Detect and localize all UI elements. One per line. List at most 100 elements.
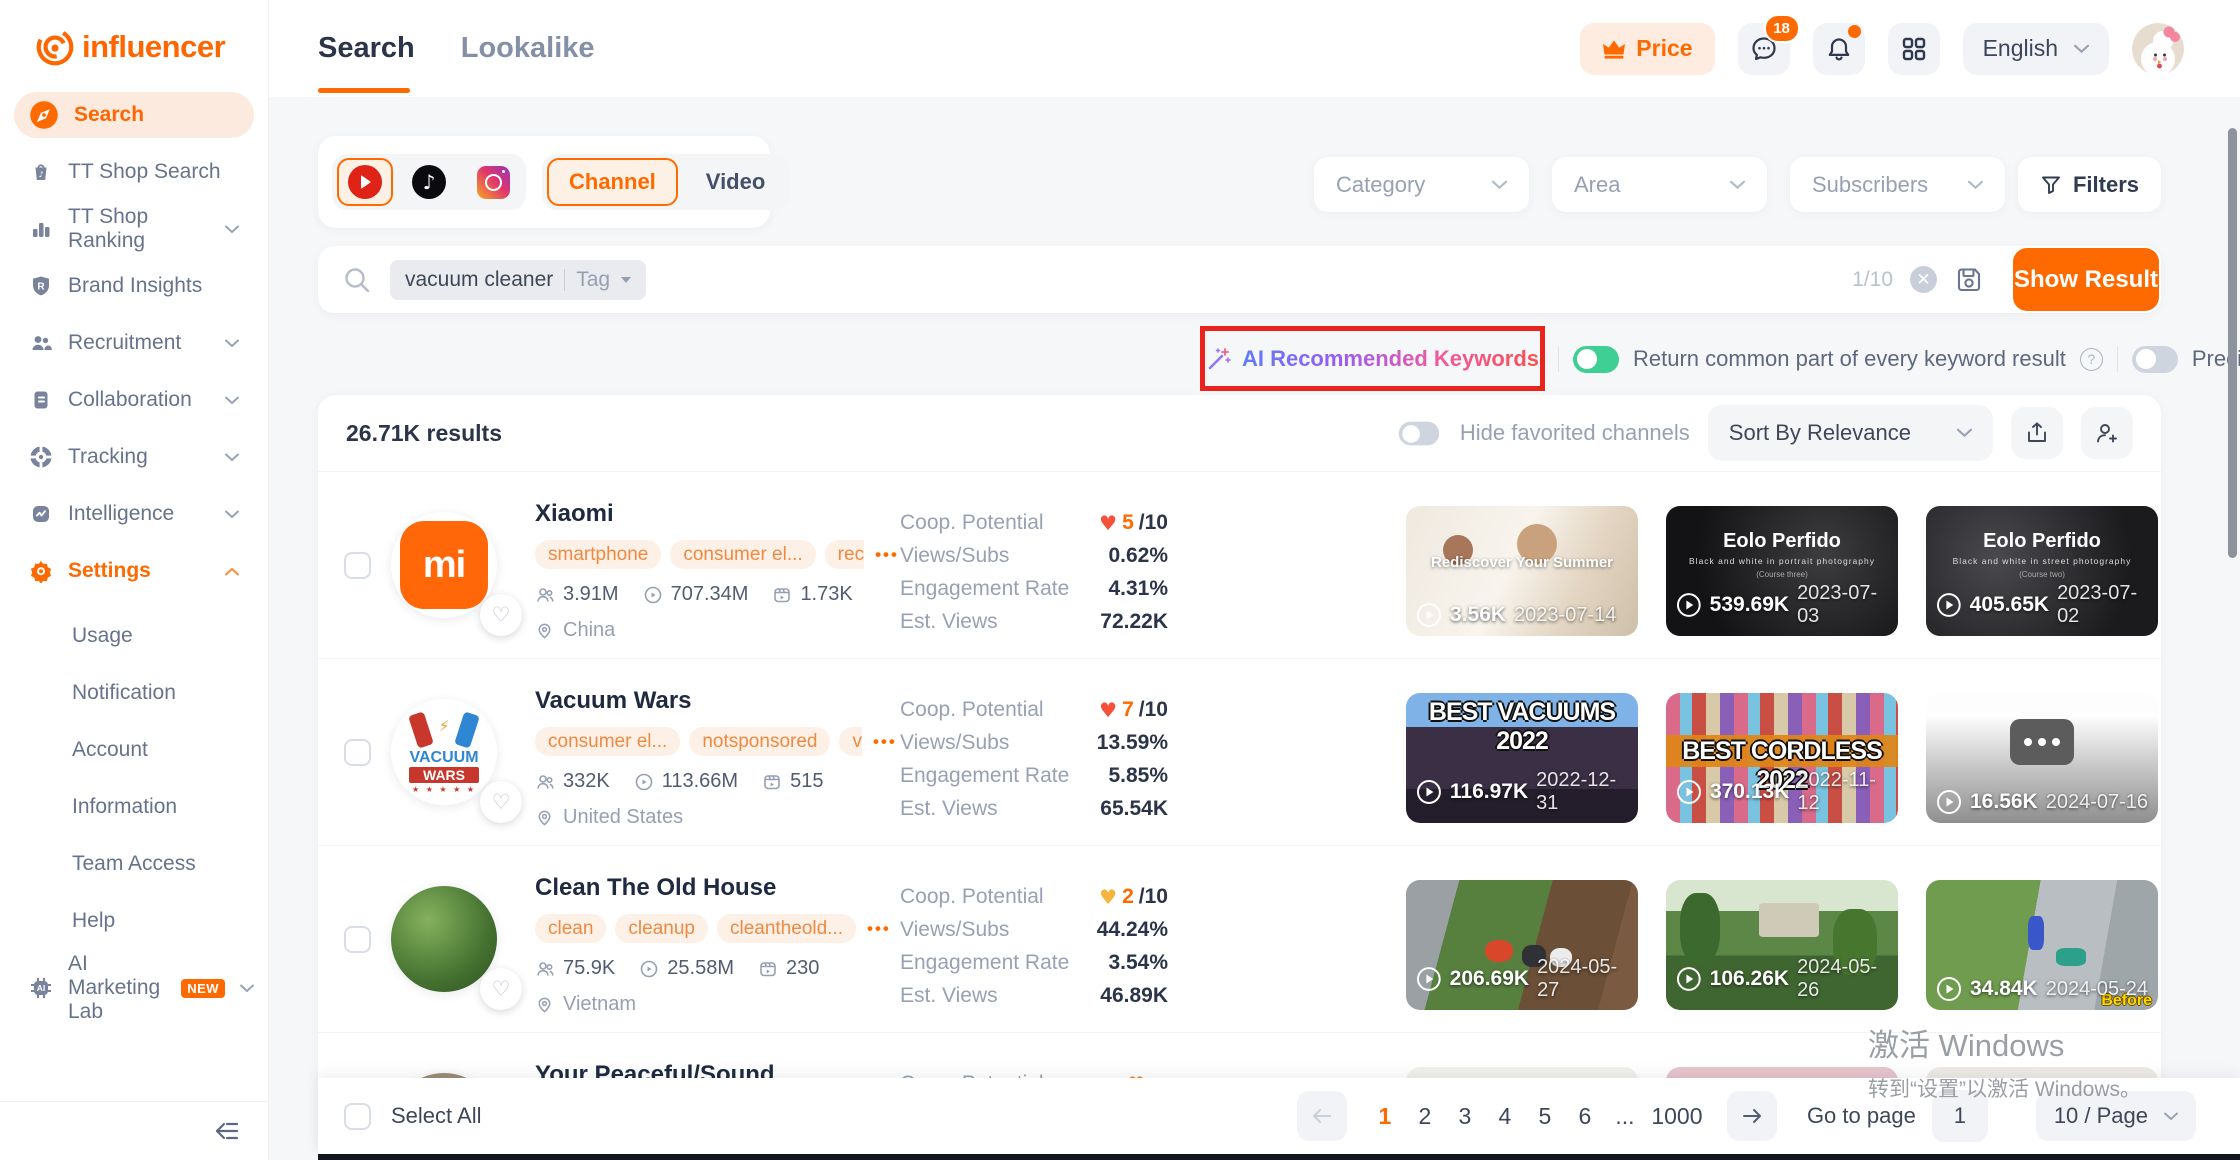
- channel-tag[interactable]: v: [839, 727, 862, 756]
- export-button[interactable]: [2011, 407, 2063, 459]
- channel-tag[interactable]: notsponsored: [689, 727, 831, 756]
- video-thumbnail[interactable]: 106.26K 2024-05-26: [1666, 880, 1898, 1010]
- channel-tag[interactable]: consumer el...: [535, 727, 681, 756]
- category-dropdown[interactable]: Category: [1314, 157, 1529, 212]
- user-avatar[interactable]: [2132, 22, 2184, 75]
- row-checkbox[interactable]: [344, 739, 371, 766]
- chevron-down-icon: [621, 276, 632, 283]
- clear-search-icon[interactable]: ✕: [1910, 266, 1937, 293]
- prev-page-button[interactable]: [1296, 1091, 1347, 1141]
- page-number[interactable]: 4: [1498, 1102, 1512, 1129]
- sidebar-item-tt-shop-ranking[interactable]: TT Shop Ranking: [14, 205, 254, 252]
- more-tags-button[interactable]: •••: [872, 731, 897, 751]
- goto-page-input[interactable]: [1931, 1090, 1988, 1142]
- page-number[interactable]: 3: [1458, 1102, 1472, 1129]
- video-date: 2022-11-12: [1797, 769, 1876, 814]
- submenu-item-team-access[interactable]: Team Access: [72, 851, 196, 875]
- subscribers-dropdown[interactable]: Subscribers: [1790, 157, 2005, 212]
- show-result-button[interactable]: Show Result: [2013, 248, 2159, 311]
- channel-tag[interactable]: smartphone: [535, 540, 662, 569]
- sidebar-item-tracking[interactable]: Tracking: [14, 434, 254, 480]
- sidebar-item-intelligence[interactable]: Intelligence: [14, 491, 254, 537]
- tab-lookalike[interactable]: Lookalike: [460, 32, 595, 64]
- platform-tiktok[interactable]: ♪: [401, 158, 457, 206]
- channel-avatar[interactable]: ⚡ VACUUM WARS ★ ★ ★ ★ ★: [391, 699, 497, 805]
- more-tags-button[interactable]: •••: [875, 544, 899, 564]
- favorite-heart-button[interactable]: ♡: [480, 968, 522, 1010]
- next-page-button[interactable]: [1726, 1091, 1777, 1141]
- platform-youtube[interactable]: [337, 158, 393, 206]
- platform-instagram[interactable]: [465, 158, 521, 206]
- channel-tag[interactable]: consumer el...: [670, 540, 816, 569]
- return-common-toggle[interactable]: [1573, 345, 1619, 373]
- video-thumbnail-unavailable[interactable]: 16.56K 2024-07-16: [1926, 693, 2158, 823]
- filters-button[interactable]: Filters: [2018, 157, 2161, 212]
- channel-name[interactable]: Xiaomi: [535, 500, 614, 527]
- page-number[interactable]: 5: [1538, 1102, 1552, 1129]
- submenu-item-information[interactable]: Information: [72, 794, 178, 818]
- page-number[interactable]: 6: [1578, 1102, 1592, 1129]
- video-thumbnail[interactable]: 206.69K 2024-05-27: [1406, 880, 1638, 1010]
- add-to-collab-button[interactable]: [2081, 407, 2133, 459]
- collapse-sidebar-icon[interactable]: [214, 1120, 240, 1142]
- page-number[interactable]: 2: [1418, 1102, 1432, 1129]
- sidebar-item-tt-shop-search[interactable]: ♪ TT Shop Search: [14, 149, 254, 195]
- row-checkbox[interactable]: [344, 926, 371, 953]
- ai-recommended-keywords-button[interactable]: AI Recommended Keywords: [1241, 345, 1540, 371]
- channel-avatar[interactable]: mi: [391, 512, 497, 618]
- hide-favorited-toggle[interactable]: [1398, 421, 1440, 445]
- sidebar-item-brand-insights[interactable]: R Brand Insights: [14, 263, 254, 309]
- thumbnail-tag: Before: [2101, 992, 2152, 1009]
- submenu-item-usage[interactable]: Usage: [72, 623, 133, 647]
- channel-avatar[interactable]: [391, 886, 497, 992]
- video-thumbnail[interactable]: BEST VACUUMS 2022 116.97K 2022-12-31: [1406, 693, 1638, 823]
- favorite-heart-button[interactable]: ♡: [480, 594, 522, 636]
- video-thumbnail[interactable]: Rediscover Your Summer 3.56K 2023-07-14: [1406, 506, 1638, 636]
- submenu-item-account[interactable]: Account: [72, 737, 148, 761]
- notifications-button[interactable]: [1812, 22, 1865, 75]
- language-selector[interactable]: English: [1962, 22, 2109, 75]
- select-all-checkbox[interactable]: [344, 1102, 371, 1130]
- messages-button[interactable]: 18: [1737, 13, 1800, 75]
- channel-tag[interactable]: cleantheold...: [716, 914, 857, 943]
- channel-name[interactable]: Clean The Old House: [535, 874, 777, 901]
- search-term-chip[interactable]: vacuum cleaner Tag: [390, 259, 647, 300]
- sidebar-item-search[interactable]: Search: [14, 92, 254, 138]
- page-number[interactable]: 1: [1378, 1102, 1392, 1129]
- sort-dropdown[interactable]: Sort By Relevance: [1707, 405, 1993, 461]
- metric-value: 5.85%: [1108, 763, 1168, 787]
- mode-video-button[interactable]: Video: [705, 169, 766, 194]
- submenu-item-notification[interactable]: Notification: [72, 680, 176, 704]
- submenu-item-help[interactable]: Help: [72, 908, 116, 932]
- row-checkbox[interactable]: [344, 552, 371, 579]
- price-button[interactable]: Price: [1580, 22, 1715, 75]
- brand-logo[interactable]: influencer: [0, 0, 268, 82]
- tab-search[interactable]: Search: [318, 32, 415, 64]
- vertical-scrollbar[interactable]: [2228, 128, 2237, 558]
- favorite-heart-button[interactable]: ♡: [480, 781, 522, 823]
- apps-grid-button[interactable]: [1887, 22, 1940, 75]
- save-search-icon[interactable]: [1954, 265, 1984, 295]
- video-thumbnail[interactable]: Eolo Perfido Black and white in portrait …: [1666, 506, 1898, 636]
- channel-name[interactable]: Vacuum Wars: [535, 687, 692, 714]
- channel-tag[interactable]: clean: [535, 914, 607, 943]
- precision-mode-toggle[interactable]: [2131, 345, 2178, 373]
- sidebar-item-collaboration[interactable]: Collaboration: [14, 377, 254, 423]
- per-page-dropdown[interactable]: 10 / Page: [2035, 1091, 2196, 1141]
- mode-channel-button[interactable]: Channel: [547, 158, 678, 206]
- search-bar[interactable]: vacuum cleaner Tag 1/10 ✕ Show Result: [318, 246, 2161, 313]
- area-dropdown[interactable]: Area: [1552, 157, 1767, 212]
- channel-tag[interactable]: cleanup: [615, 914, 708, 943]
- search-term-type[interactable]: Tag: [576, 267, 611, 291]
- sidebar-item-settings[interactable]: Settings: [14, 548, 254, 594]
- video-thumbnail[interactable]: BEST CORDLESS 2022 370.13K 2022-11-12: [1666, 693, 1898, 823]
- video-thumbnail[interactable]: Before 34.84K 2024-05-24: [1926, 880, 2158, 1010]
- page-number[interactable]: 1000: [1651, 1102, 1703, 1129]
- more-tags-button[interactable]: •••: [867, 918, 891, 938]
- sidebar-item-ai-marketing-lab[interactable]: AI AI Marketing Lab NEW: [14, 952, 255, 1023]
- channel-tag[interactable]: rec: [824, 540, 865, 569]
- video-thumbnail[interactable]: Eolo Perfido Black and white in street ph…: [1926, 506, 2158, 636]
- video-views: 34.84K: [1970, 977, 2038, 1000]
- sidebar-item-recruitment[interactable]: Recruitment: [14, 320, 254, 366]
- help-icon[interactable]: ?: [2079, 347, 2103, 371]
